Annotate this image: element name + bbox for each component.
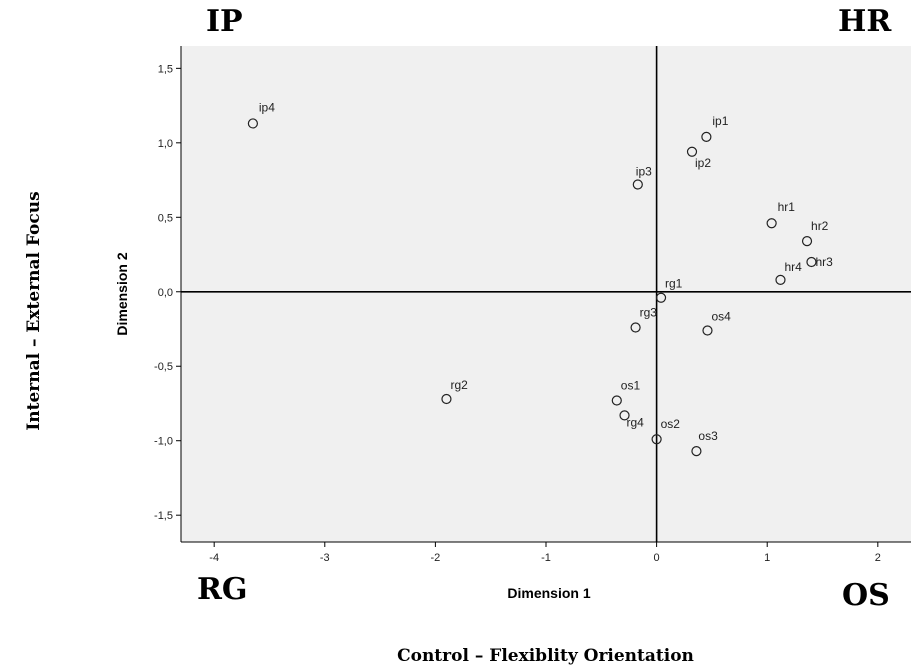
data-point-label: rg3 [640,306,658,320]
data-point [632,179,643,190]
data-point [611,395,622,406]
x-tick-label: -2 [431,552,441,564]
data-point [806,256,817,268]
quadrant-label-rg: RG [197,572,248,607]
y-tick-label: -1,0 [154,436,173,448]
data-point-label: ip1 [712,114,728,128]
x-tick-label: -3 [320,552,330,564]
outer-x-axis-label: Control – Flexiblity Orientation [397,646,694,666]
plot-area [181,46,911,542]
data-point [619,410,630,421]
quadrant-label-os: OS [842,578,890,613]
data-point-label: os3 [698,429,718,443]
y-tick-label: 1,5 [158,63,173,75]
data-point-label: os4 [711,309,731,323]
data-point-label: os1 [621,378,641,392]
y-axis-title: Dimension 2 [114,252,130,335]
x-tick-label: 2 [875,552,881,564]
data-point [801,236,813,247]
data-point-label: ip4 [259,100,275,114]
data-point [691,446,702,457]
x-tick-label: 0 [654,552,660,564]
data-point [775,274,786,285]
y-tick-label: 0,0 [158,287,173,299]
data-point-label: hr3 [815,255,833,269]
data-point [702,325,713,336]
quadrant-label-ip: IP [206,4,243,39]
data-point [441,393,452,405]
data-point-label: ip2 [695,156,711,170]
data-point-label: os2 [661,417,681,431]
data-point [766,218,777,229]
data-point-label: rg2 [450,378,468,392]
y-tick-label: 0,5 [158,212,173,224]
data-point-label: ip3 [636,165,652,179]
x-tick-label: 1 [764,552,770,564]
data-point-label: hr4 [784,260,802,274]
x-tick-label: -1 [541,552,551,564]
x-tick-label: -4 [209,552,219,564]
data-point-label: rg4 [627,415,645,429]
data-point [630,322,641,333]
y-tick-label: 1,0 [158,138,173,150]
y-tick-label: -0,5 [154,361,173,373]
data-point-label: hr1 [778,200,796,214]
data-point [651,434,662,445]
quadrant-label-hr: HR [838,4,892,39]
data-point [686,146,698,157]
x-axis-title: Dimension 1 [507,585,590,601]
data-point-label: hr2 [811,219,829,233]
data-point [655,292,667,303]
data-point [247,118,258,129]
y-tick-label: -1,5 [154,510,173,522]
data-point [701,131,712,142]
data-point-label: rg1 [665,277,683,291]
